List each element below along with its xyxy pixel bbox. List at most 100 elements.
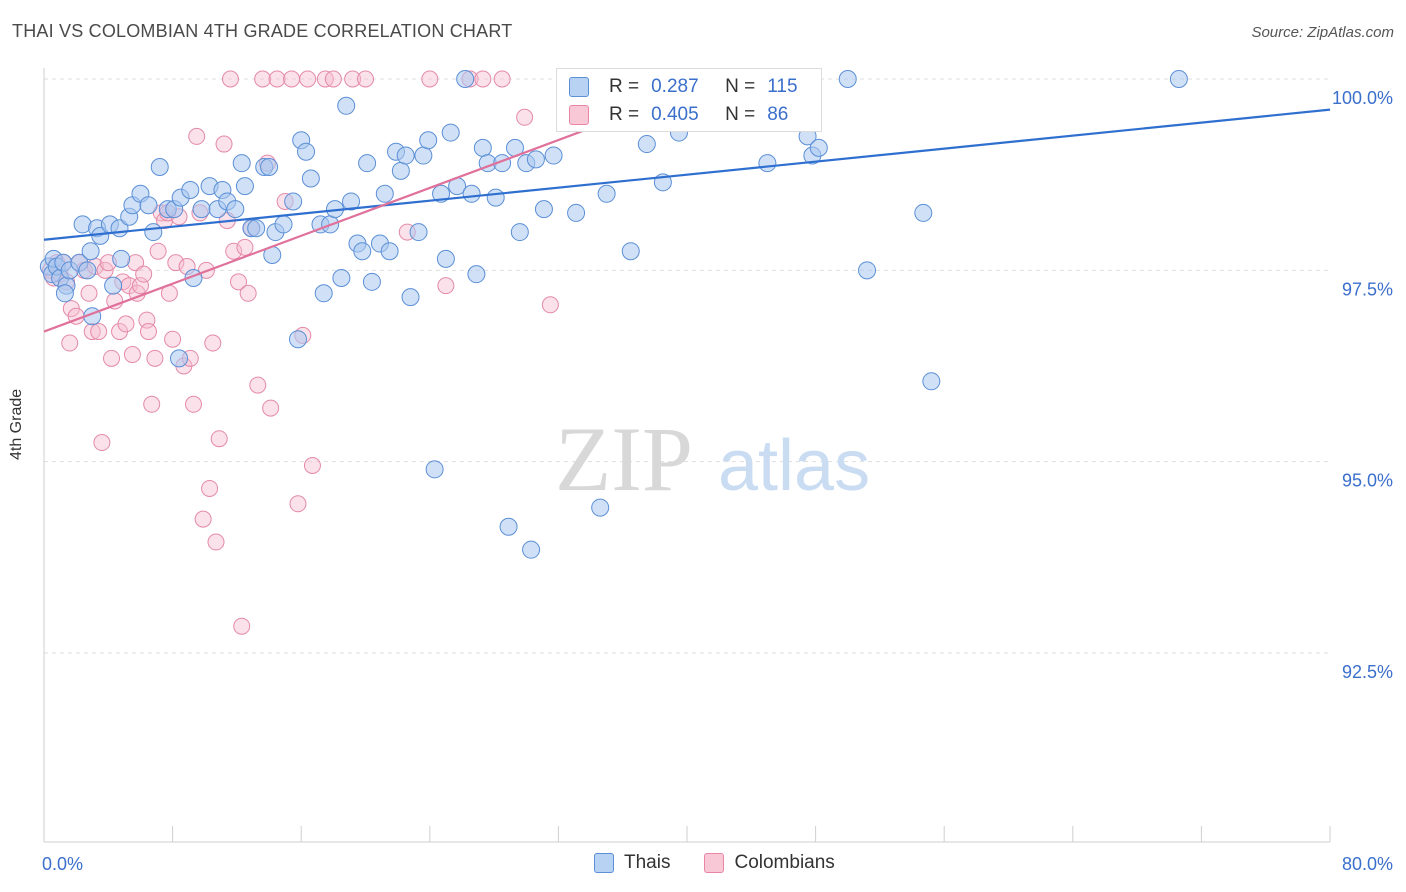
colombians-r-value: 0.405 bbox=[651, 104, 699, 125]
legend-thais-label: Thais bbox=[624, 852, 671, 873]
thais-point-34 bbox=[235, 177, 254, 196]
thais-n-label: N = bbox=[725, 76, 756, 97]
colombians-point-72 bbox=[303, 456, 321, 474]
colombians-point-76 bbox=[357, 70, 374, 88]
stats-row-colombians: R = 0.405 N = 86 bbox=[569, 101, 788, 129]
thais-point-20 bbox=[144, 223, 163, 242]
colombians-point-74 bbox=[324, 70, 342, 88]
thais-point-51 bbox=[332, 268, 351, 287]
colombians-point-30 bbox=[139, 323, 157, 341]
colombians-point-81 bbox=[474, 70, 492, 88]
thais-trendline bbox=[43, 108, 1331, 241]
thais-point-38 bbox=[260, 158, 279, 177]
axes bbox=[43, 68, 1331, 843]
legend-thais-swatch-icon bbox=[594, 853, 614, 873]
tick-labels: 100.0% 97.5% 95.0% 92.5% 0.0% 80.0% bbox=[42, 88, 1393, 874]
colombians-point-68 bbox=[283, 70, 301, 88]
colombians-point-56 bbox=[225, 242, 243, 260]
colombians-trendline bbox=[43, 97, 672, 333]
y-tick-label-0: 100.0% bbox=[1332, 88, 1393, 108]
thais-point-82 bbox=[510, 223, 529, 242]
thais-point-110 bbox=[55, 284, 74, 303]
y-tick-label-2: 95.0% bbox=[1342, 471, 1393, 491]
colombians-point-53 bbox=[215, 135, 233, 153]
legend-item-thais[interactable]: Thais bbox=[594, 852, 670, 874]
thais-point-105 bbox=[838, 70, 857, 88]
thais-point-15 bbox=[112, 249, 131, 268]
thais-point-32 bbox=[226, 200, 245, 219]
colombians-n-label: N = bbox=[725, 104, 756, 125]
thais-point-59 bbox=[375, 184, 394, 203]
colombians-point-66 bbox=[268, 70, 286, 88]
thais-point-86 bbox=[534, 200, 553, 219]
thais-point-68 bbox=[425, 460, 444, 479]
thais-point-63 bbox=[396, 146, 415, 165]
thais-point-104 bbox=[809, 138, 828, 157]
thais-point-87 bbox=[544, 146, 563, 165]
stats-row-thais: R = 0.287 N = 115 bbox=[569, 73, 798, 101]
watermark: ZIP atlas bbox=[555, 408, 870, 510]
thais-point-53 bbox=[342, 192, 361, 211]
colombians-point-44 bbox=[184, 395, 202, 413]
thais-point-70 bbox=[436, 249, 455, 268]
thais-point-33 bbox=[232, 154, 251, 173]
thais-point-55 bbox=[353, 242, 372, 261]
thais-point-109 bbox=[1169, 70, 1188, 88]
thais-point-67 bbox=[419, 131, 438, 150]
thais-point-112 bbox=[78, 261, 97, 280]
thais-point-25 bbox=[181, 180, 200, 199]
thais-point-60 bbox=[380, 242, 399, 261]
thais-point-46 bbox=[301, 169, 320, 188]
colombians-point-49 bbox=[201, 479, 219, 497]
colombians-point-58 bbox=[233, 617, 251, 635]
thais-point-27 bbox=[192, 200, 211, 219]
thais-point-65 bbox=[409, 223, 428, 242]
thais-point-95 bbox=[637, 135, 656, 154]
colombians-point-84 bbox=[541, 296, 559, 314]
colombians-point-50 bbox=[204, 334, 222, 352]
thais-point-91 bbox=[591, 498, 610, 517]
thais-r-value: 0.287 bbox=[651, 76, 699, 97]
colombians-point-79 bbox=[437, 277, 455, 295]
thais-point-10 bbox=[81, 242, 100, 261]
thais-swatch-icon bbox=[569, 77, 589, 97]
colombians-point-83 bbox=[516, 108, 534, 126]
stats-legend: R = 0.287 N = 115 R = 0.405 N = 86 bbox=[556, 68, 822, 132]
thais-point-64 bbox=[401, 288, 420, 307]
thais-point-62 bbox=[391, 161, 410, 180]
colombians-points bbox=[41, 70, 583, 635]
thais-n-value: 115 bbox=[767, 76, 798, 97]
colombians-swatch-icon bbox=[569, 105, 589, 125]
thais-point-66 bbox=[414, 146, 433, 165]
thais-point-89 bbox=[567, 203, 586, 222]
colombians-point-65 bbox=[262, 399, 280, 417]
thais-point-43 bbox=[288, 330, 307, 349]
thais-point-113 bbox=[170, 349, 189, 368]
colombians-point-82 bbox=[493, 70, 511, 88]
thais-point-76 bbox=[473, 138, 492, 157]
colombians-point-71 bbox=[299, 70, 317, 88]
thais-point-52 bbox=[337, 96, 356, 115]
x-tick-label-0: 0.0% bbox=[42, 854, 83, 874]
colombians-point-45 bbox=[188, 127, 206, 145]
colombians-point-78 bbox=[421, 70, 439, 88]
legend-item-colombians[interactable]: Colombians bbox=[704, 852, 835, 874]
colombians-n-value: 86 bbox=[767, 104, 789, 125]
bottom-legend: Thais Colombians bbox=[594, 852, 869, 874]
colombians-point-52 bbox=[210, 430, 228, 448]
source-label: Source: ZipAtlas.com bbox=[1251, 24, 1394, 41]
colombians-point-62 bbox=[249, 376, 267, 394]
thais-point-107 bbox=[914, 203, 933, 222]
thais-point-56 bbox=[358, 154, 377, 173]
colombians-point-60 bbox=[239, 284, 257, 302]
watermark-atlas: atlas bbox=[718, 426, 870, 506]
colombians-point-11 bbox=[80, 284, 98, 302]
thais-point-71 bbox=[441, 123, 460, 142]
thais-point-114 bbox=[104, 276, 123, 295]
colombians-point-6 bbox=[61, 334, 79, 352]
trendlines bbox=[43, 97, 1331, 333]
colombians-point-18 bbox=[103, 349, 121, 367]
colombians-point-32 bbox=[146, 349, 164, 367]
thais-point-21 bbox=[150, 158, 169, 177]
